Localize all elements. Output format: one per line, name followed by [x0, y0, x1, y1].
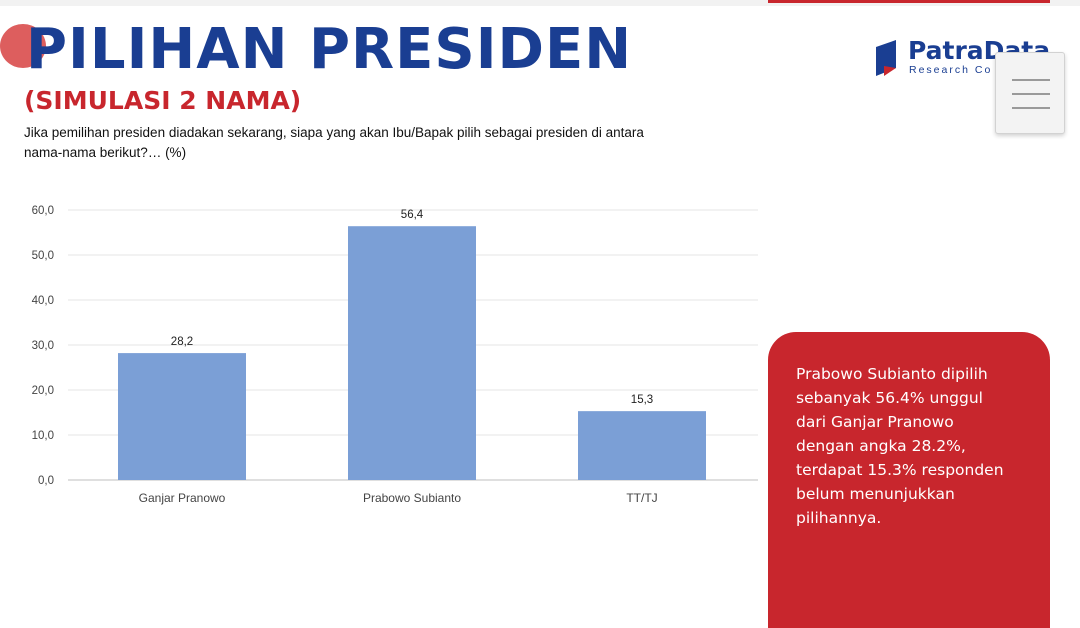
data-label: 15,3: [631, 394, 653, 406]
menu-button[interactable]: [995, 52, 1065, 134]
data-label: 56,4: [401, 209, 424, 221]
y-tick-label: 40,0: [32, 295, 54, 307]
top-accent-bar: [768, 0, 1050, 3]
page-title: PILIHAN PRESIDEN: [26, 17, 633, 82]
bar-chart: 0,0 10,0 20,0 30,0 40,0 50,0 60,0 28,2 Ganjar Pr…: [32, 205, 758, 505]
logo-tagline: Research Co: [909, 64, 993, 76]
bar: [118, 353, 246, 480]
y-tick-label: 20,0: [32, 385, 54, 397]
patradata-logo-icon: [876, 40, 896, 76]
summary-text: Prabowo Subianto dipilih sebanyak 56.4% …: [796, 365, 1004, 527]
y-tick-label: 60,0: [32, 205, 54, 217]
summary-callout: Prabowo Subianto dipilih sebanyak 56.4% …: [768, 332, 1050, 628]
x-tick-label: Prabowo Subianto: [363, 491, 461, 505]
data-label: 28,2: [171, 336, 193, 348]
y-tick-label: 0,0: [38, 475, 54, 487]
bar: [348, 226, 476, 480]
y-tick-label: 30,0: [32, 340, 54, 352]
x-tick-label: Ganjar Pranowo: [139, 491, 226, 505]
page-subtitle: (SIMULASI 2 NAMA): [24, 86, 302, 115]
decorative-circle: [0, 24, 46, 68]
bar: [578, 411, 706, 480]
y-tick-label: 50,0: [32, 250, 54, 262]
x-tick-label: TT/TJ: [626, 491, 657, 505]
top-border: [0, 0, 1080, 6]
y-tick-label: 10,0: [32, 430, 54, 442]
survey-question: Jika pemilihan presiden diadakan sekaran…: [24, 125, 644, 160]
